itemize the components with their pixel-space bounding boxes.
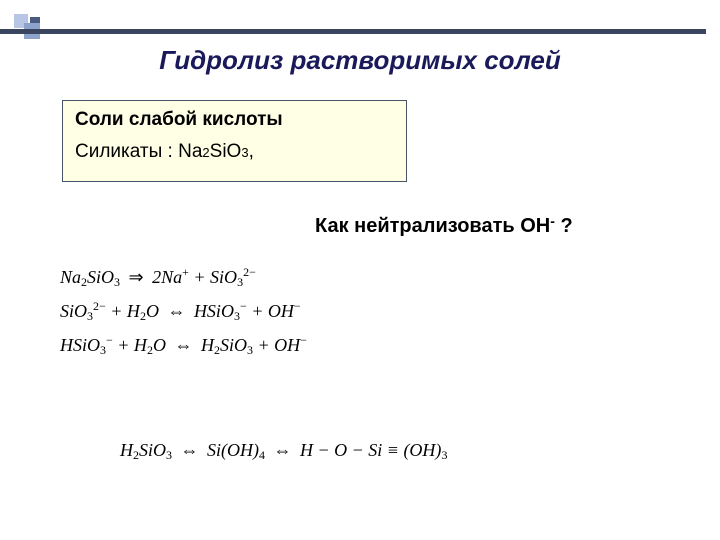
bot-arrow2: ⇔ <box>270 440 296 461</box>
eq3-o: O <box>153 335 171 355</box>
equation-block: Na2SiO3 ⇒ 2Na+ + SiO32− SiO32− + H2O ⇔ H… <box>60 260 307 363</box>
box-heading: Соли слабой кислоты <box>75 109 394 131</box>
bot-hosi: H − O − Si ≡ (OH) <box>300 440 441 460</box>
box-sub-1: 2 <box>202 145 209 160</box>
box-text-mid: SiO <box>210 141 242 162</box>
eq3-oh: + OH <box>253 335 300 355</box>
question-suffix: ? <box>555 215 573 237</box>
eq2-h: + H <box>106 301 140 321</box>
eq1-sio: SiO <box>87 267 114 287</box>
bot-sioh: Si(OH) <box>207 440 259 460</box>
eq3-h2: H <box>201 335 214 355</box>
eq2-s2: 2 <box>140 309 146 323</box>
eq1-s2: 3 <box>114 275 120 289</box>
eq3-sio: SiO <box>220 335 247 355</box>
box-formula: Силикаты : Na2SiO3, <box>75 141 394 163</box>
bot-s3: 4 <box>259 448 265 462</box>
bot-arrow1: ⇔ <box>177 440 203 461</box>
eq1-na2: Na <box>161 267 182 287</box>
bot-s1: 2 <box>133 448 139 462</box>
eq1-s1: 2 <box>81 275 87 289</box>
eq1-plus-sio: + SiO <box>189 267 237 287</box>
eq2-o: O <box>146 301 164 321</box>
eq3-h: + H <box>113 335 147 355</box>
eq3-sup1: − <box>106 333 113 347</box>
bot-h: H <box>120 440 133 460</box>
bot-s2: 3 <box>166 448 172 462</box>
bot-s4: 3 <box>441 448 447 462</box>
bot-sio: SiO <box>139 440 166 460</box>
eq3-s3: 2 <box>214 343 220 357</box>
eq2-sup3: − <box>294 299 301 313</box>
eq2-sup2: − <box>240 299 247 313</box>
eq2-oh: + OH <box>247 301 294 321</box>
question-text: Как нейтрализовать OH- ? <box>315 215 573 238</box>
equation-3: HSiO3− + H2O ⇔ H2SiO3 + OH− <box>60 328 307 362</box>
equation-2: SiO32− + H2O ⇔ HSiO3− + OH− <box>60 294 307 328</box>
horizontal-bar <box>0 29 706 34</box>
eq3-s2: 2 <box>147 343 153 357</box>
eq3-sup2: − <box>300 333 307 347</box>
eq1-coef2: 2 <box>152 267 161 287</box>
highlight-box: Соли слабой кислоты Силикаты : Na2SiO3, <box>62 100 407 182</box>
equation-1: Na2SiO3 ⇒ 2Na+ + SiO32− <box>60 260 307 294</box>
eq1-sup1: + <box>182 265 189 279</box>
eq2-sio: SiO <box>60 301 87 321</box>
bottom-equation: H2SiO3 ⇔ Si(OH)4 ⇔ H − O − Si ≡ (OH)3 <box>120 440 447 461</box>
box-text-prefix: Силикаты : Na <box>75 141 202 162</box>
box-text-suffix: , <box>249 141 254 162</box>
eq3-arrow: ⇔ <box>170 328 196 362</box>
eq2-sup1: 2− <box>93 299 106 313</box>
eq2-arrow: ⇔ <box>163 294 189 328</box>
box-sub-2: 3 <box>241 145 248 160</box>
eq2-hsio: HSiO <box>194 301 234 321</box>
question-prefix: Как нейтрализовать OH <box>315 215 550 237</box>
eq3-s4: 3 <box>247 343 253 357</box>
eq1-na: Na <box>60 267 81 287</box>
slide-title: Гидролиз растворимых солей <box>0 45 720 76</box>
eq3-hsio: HSiO <box>60 335 100 355</box>
eq1-sup2: 2− <box>243 265 256 279</box>
eq1-arrow: ⇒ <box>125 260 148 294</box>
question-sup: - <box>550 213 555 229</box>
